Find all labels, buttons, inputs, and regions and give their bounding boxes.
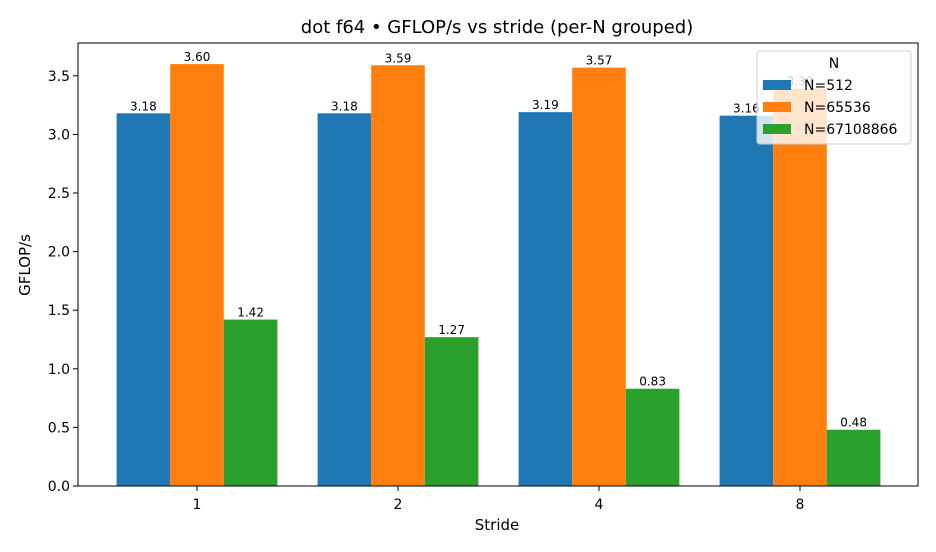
bar-value-label: 3.16 xyxy=(733,102,760,116)
y-axis-title: GFLOP/s xyxy=(16,234,34,296)
bar-value-label: 3.59 xyxy=(385,51,412,65)
bars-layer xyxy=(116,64,881,487)
bar-value-label: 3.18 xyxy=(331,99,358,113)
bar-value-label: 3.60 xyxy=(184,50,211,64)
y-tick-label: 2.0 xyxy=(48,245,70,261)
legend-label: N=67108866 xyxy=(804,122,898,138)
legend-swatch xyxy=(763,80,791,90)
x-axis: 1 2 4 8 xyxy=(193,486,805,513)
bar xyxy=(317,113,372,487)
bar xyxy=(371,65,425,486)
bar-value-label: 3.18 xyxy=(130,99,157,113)
y-tick-label: 0.5 xyxy=(48,420,70,436)
x-tick-label: 2 xyxy=(394,497,403,513)
y-axis: 0.0 0.5 1.0 1.5 2.0 2.5 3.0 3.5 xyxy=(48,69,78,495)
bar-value-label: 0.83 xyxy=(639,375,666,389)
legend-title: N xyxy=(829,56,839,72)
y-tick-label: 1.0 xyxy=(48,362,70,378)
bar xyxy=(625,388,680,486)
bar-value-label: 3.57 xyxy=(586,54,613,68)
x-tick-label: 4 xyxy=(595,497,604,513)
legend-box xyxy=(756,50,912,145)
legend-swatch xyxy=(763,102,791,112)
bar xyxy=(773,88,827,486)
legend-label: N=65536 xyxy=(804,100,871,116)
bar-labels-layer: 3.18 3.60 1.42 3.18 3.59 1.27 3.19 3.57 0.83 3.16… xyxy=(130,50,867,430)
legend-swatch xyxy=(763,124,791,134)
bar xyxy=(826,429,881,486)
y-tick-label: 1.5 xyxy=(48,303,70,319)
plot-frame xyxy=(77,42,919,487)
y-tick-label: 3.5 xyxy=(48,69,70,85)
bar-value-label: 1.27 xyxy=(438,323,465,337)
bar xyxy=(223,319,278,486)
bar-value-label: 3.19 xyxy=(532,98,559,112)
y-tick-label: 3.0 xyxy=(48,127,70,143)
bar xyxy=(518,112,573,486)
x-tick-label: 8 xyxy=(796,497,805,513)
bar xyxy=(719,115,774,486)
bar-value-label: 0.48 xyxy=(840,416,867,430)
x-axis-title: Stride xyxy=(475,516,520,534)
bar-value-label: 1.42 xyxy=(237,306,264,320)
legend-label: N=512 xyxy=(804,78,853,94)
y-tick-label: 2.5 xyxy=(48,186,70,202)
bar xyxy=(170,64,224,486)
legend: N N=512 N=65536 N=67108866 xyxy=(756,50,912,145)
y-tick-label: 0.0 xyxy=(48,479,70,495)
bar xyxy=(572,67,626,486)
x-tick-label: 1 xyxy=(193,497,202,513)
bar xyxy=(424,337,479,486)
bar xyxy=(116,113,171,487)
chart-title: dot f64 • GFLOP/s vs stride (per-N group… xyxy=(301,17,693,38)
